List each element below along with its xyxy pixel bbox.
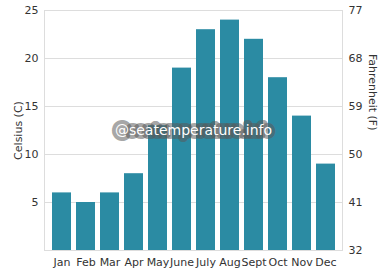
svg-text:5: 5 xyxy=(32,196,39,209)
svg-text:Celsius (C): Celsius (C) xyxy=(12,101,25,160)
svg-text:15: 15 xyxy=(25,100,39,113)
svg-text:41: 41 xyxy=(349,196,363,209)
svg-text:Fahrenheit (F): Fahrenheit (F) xyxy=(366,54,379,131)
svg-text:68: 68 xyxy=(349,52,363,65)
svg-text:@seatemperature.info: @seatemperature.info xyxy=(115,122,272,138)
svg-text:20: 20 xyxy=(25,52,39,65)
svg-text:59: 59 xyxy=(349,100,363,113)
svg-text:May: May xyxy=(147,256,170,269)
svg-text:July: July xyxy=(195,256,216,269)
svg-text:10: 10 xyxy=(25,148,39,161)
svg-text:Oct: Oct xyxy=(268,256,288,269)
svg-text:77: 77 xyxy=(349,4,363,17)
svg-text:Dec: Dec xyxy=(315,256,336,269)
svg-text:50: 50 xyxy=(349,148,363,161)
svg-text:Jan: Jan xyxy=(53,256,71,269)
svg-text:Feb: Feb xyxy=(76,256,95,269)
svg-text:Nov: Nov xyxy=(291,256,313,269)
svg-text:32: 32 xyxy=(349,244,363,257)
svg-text:25: 25 xyxy=(25,4,39,17)
svg-text:Sept: Sept xyxy=(241,256,267,269)
svg-text:Aug: Aug xyxy=(219,256,240,269)
svg-text:June: June xyxy=(169,256,194,269)
svg-text:Apr: Apr xyxy=(124,256,144,269)
svg-text:Mar: Mar xyxy=(100,256,121,269)
